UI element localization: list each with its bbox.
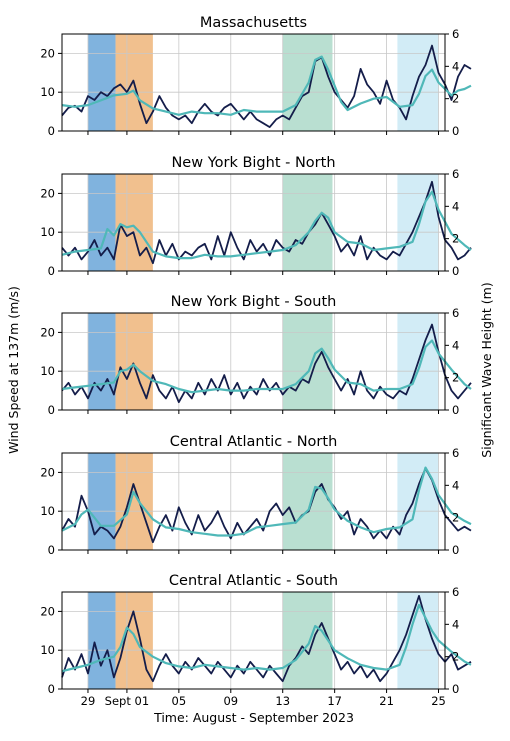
- wave-height-line: [61, 339, 472, 394]
- wave-height-line: [61, 190, 472, 260]
- y-tick-label: 0: [48, 124, 55, 138]
- x-tick-label: 09: [223, 694, 238, 708]
- y-tick-label: 20: [40, 46, 55, 60]
- x-tick-label: 13: [275, 694, 290, 708]
- panel-1: New York Bight - North 0 10 20 0 2 4 6: [40, 155, 472, 278]
- y2-tick-label: 4: [452, 59, 459, 73]
- panel-frame: [61, 33, 446, 132]
- wind-speed-line: [61, 595, 472, 683]
- y2-tick-label: 0: [452, 682, 459, 696]
- y2-tick-label: 6: [452, 446, 459, 460]
- wave-height-line: [61, 603, 472, 673]
- shaded-period-1: [115, 592, 153, 689]
- y2-tick-label: 4: [452, 478, 459, 492]
- y2-tick-label: 0: [452, 124, 459, 138]
- shaded-period-2: [282, 453, 333, 550]
- shaded-period-2: [282, 592, 333, 689]
- y-axis-right-label: Significant Wave Height (m): [479, 282, 494, 457]
- y2-tick-label: 6: [452, 306, 459, 320]
- shaded-period-1: [115, 313, 153, 410]
- wave-height-line: [61, 55, 472, 116]
- shaded-period-1: [115, 174, 153, 271]
- shaded-period-0: [87, 592, 116, 689]
- panel-4: Central Atlantic - South 0 10 20 0 2 4 6 29 Sept …: [40, 573, 472, 708]
- y-tick-label: 10: [40, 85, 55, 99]
- y2-tick-label: 2: [452, 511, 459, 525]
- shaded-period-1: [115, 453, 153, 550]
- wind-speed-line: [61, 44, 472, 128]
- panel-title: Central Atlantic - North: [170, 434, 338, 450]
- y-tick-label: 20: [40, 465, 55, 479]
- y2-tick-label: 4: [452, 617, 459, 631]
- y-tick-label: 10: [40, 364, 55, 378]
- y2-tick-label: 0: [452, 264, 459, 278]
- panel-frame: [61, 312, 446, 411]
- y-axis-left-label: Wind Speed at 137m (m/s): [6, 286, 21, 454]
- x-tick-label: 29: [81, 694, 96, 708]
- panel-title: New York Bight - South: [171, 294, 337, 310]
- y-tick-label: 10: [40, 643, 55, 657]
- y-tick-label: 20: [40, 325, 55, 339]
- y-tick-label: 0: [48, 264, 55, 278]
- x-tick-label: Sept 01: [105, 694, 149, 708]
- panel-2: New York Bight - South 0 10 20 0 2 4 6: [40, 294, 472, 417]
- y-tick-label: 20: [40, 186, 55, 200]
- x-tick-label: 25: [431, 694, 446, 708]
- y2-tick-label: 0: [452, 543, 459, 557]
- panel-title: New York Bight - North: [171, 155, 335, 171]
- y2-tick-label: 2: [452, 650, 459, 664]
- shaded-period-3: [397, 174, 439, 271]
- shaded-period-0: [87, 313, 116, 410]
- y-tick-label: 0: [48, 543, 55, 557]
- y2-tick-label: 2: [452, 92, 459, 106]
- y2-tick-label: 4: [452, 199, 459, 213]
- wave-height-line: [61, 466, 472, 537]
- y-tick-label: 10: [40, 504, 55, 518]
- wind-speed-line: [61, 323, 472, 404]
- x-tick-label: 17: [327, 694, 342, 708]
- x-axis-label: Time: August - September 2023: [153, 710, 354, 725]
- panel-title: Massachusetts: [200, 15, 307, 31]
- panel-frame: [61, 591, 446, 690]
- y-tick-label: 0: [48, 682, 55, 696]
- y2-tick-label: 0: [452, 403, 459, 417]
- y-tick-label: 20: [40, 604, 55, 618]
- y2-tick-label: 2: [452, 232, 459, 246]
- y-tick-label: 0: [48, 403, 55, 417]
- panel-title: Central Atlantic - South: [169, 573, 338, 589]
- y2-tick-label: 4: [452, 338, 459, 352]
- panel-frame: [61, 452, 446, 551]
- shaded-period-0: [87, 34, 116, 131]
- panel-frame: [61, 173, 446, 272]
- y2-tick-label: 6: [452, 585, 459, 599]
- wind-speed-line: [61, 180, 472, 265]
- shaded-period-2: [282, 313, 333, 410]
- y2-tick-label: 6: [452, 27, 459, 41]
- y2-tick-label: 2: [452, 371, 459, 385]
- panel-0: Massachusetts 0 10 20 0 2 4 6: [40, 15, 472, 138]
- y2-tick-label: 6: [452, 167, 459, 181]
- x-tick-label: 05: [172, 694, 187, 708]
- shaded-period-2: [282, 174, 333, 271]
- shaded-period-3: [397, 453, 439, 550]
- panel-3: Central Atlantic - North 0 10 20 0 2 4 6: [40, 434, 472, 557]
- x-tick-label: 21: [379, 694, 394, 708]
- y-tick-label: 10: [40, 225, 55, 239]
